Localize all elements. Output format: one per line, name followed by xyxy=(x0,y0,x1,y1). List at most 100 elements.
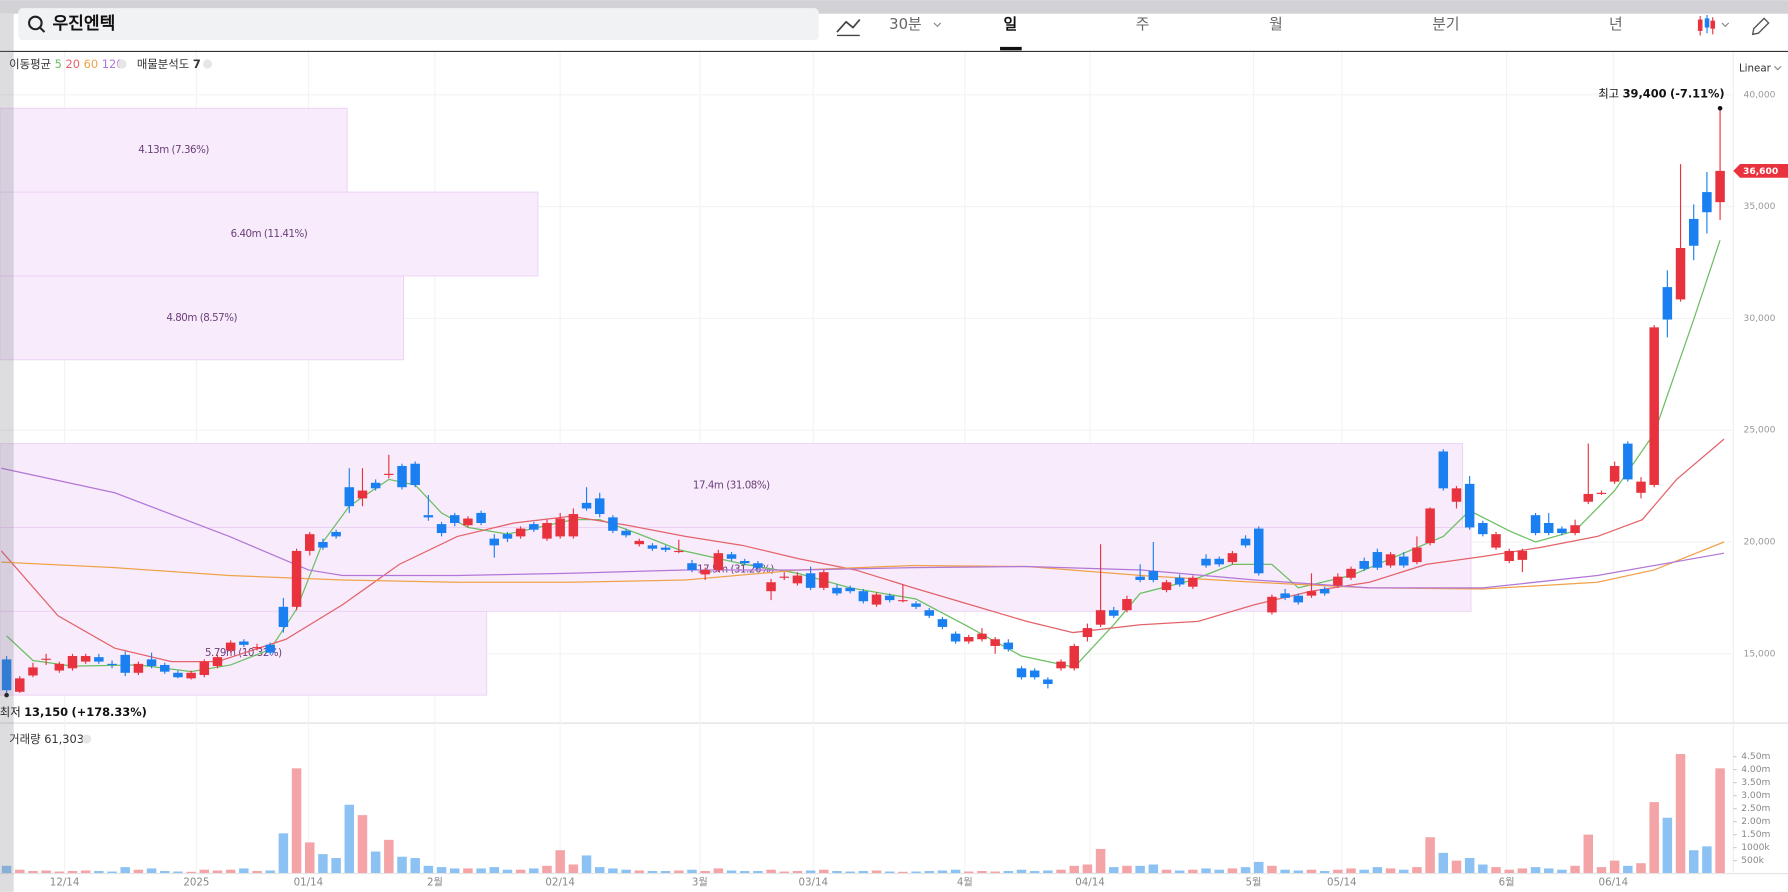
extreme-dot xyxy=(4,692,9,698)
volume-bar xyxy=(1188,869,1198,874)
candle-body xyxy=(1385,554,1396,566)
tab[interactable]: 분기 xyxy=(1432,16,1459,33)
tab-active[interactable]: 일 xyxy=(1003,16,1017,33)
candle-body xyxy=(28,667,38,676)
ma-legend-item: 20 xyxy=(66,56,81,70)
candle-body xyxy=(924,610,934,616)
candle-body xyxy=(1161,582,1172,591)
volume-bar xyxy=(1609,860,1620,874)
candle-body xyxy=(1636,481,1646,493)
volume-bar xyxy=(80,870,91,874)
candle-body xyxy=(1675,247,1686,300)
candle-body xyxy=(15,678,25,692)
candle-body xyxy=(1122,599,1132,611)
tab[interactable]: 주 xyxy=(1136,16,1150,33)
candle-body xyxy=(674,550,684,553)
candle-body xyxy=(1688,218,1699,246)
volume-legend-title: 거래량 xyxy=(9,732,41,746)
candle-body xyxy=(278,606,289,627)
candle-body xyxy=(291,550,302,607)
candle-body xyxy=(1082,628,1093,638)
candle-body xyxy=(805,573,816,588)
candle-body xyxy=(1412,547,1422,563)
ma-legend-title: 이동평균 xyxy=(9,56,51,70)
moving-average-line xyxy=(0,438,1725,663)
extreme-dot xyxy=(1717,105,1723,111)
candle-body xyxy=(700,569,710,575)
chart-type-icon[interactable] xyxy=(1697,14,1730,36)
tab[interactable]: 년 xyxy=(1609,16,1623,33)
extreme-label: 최저13,150 (+178.33%) xyxy=(0,705,147,719)
candle-body xyxy=(568,514,579,537)
candle-body xyxy=(212,657,223,667)
legend-close[interactable] xyxy=(82,734,92,744)
volume-tick-label: 4.00m xyxy=(1741,765,1770,775)
volume-bar xyxy=(1135,865,1145,874)
candle-body xyxy=(1372,552,1383,568)
extreme-label-label: 13,150 xyxy=(24,705,68,719)
volume-bar xyxy=(1491,867,1501,874)
volume-profile-bar xyxy=(0,107,348,193)
candle-body xyxy=(753,563,763,568)
volume-bar xyxy=(1227,868,1238,874)
volume-tick-label: 1000k xyxy=(1741,843,1770,853)
candle-body xyxy=(884,595,895,601)
profile-legend: 매물분석도 7 xyxy=(137,56,201,70)
candle-body xyxy=(858,591,869,602)
volume-tick-label: 2.00m xyxy=(1741,817,1770,827)
candle-body xyxy=(173,672,183,678)
y-tick-label: 35,000 xyxy=(1744,202,1776,212)
candle-body xyxy=(871,594,882,605)
tab[interactable]: 30분 xyxy=(889,16,921,33)
volume-bar xyxy=(634,870,645,874)
candle-body xyxy=(845,587,855,592)
candle-body xyxy=(937,619,948,627)
x-tick-label: 06/14 xyxy=(1599,877,1629,889)
volume-bar xyxy=(1306,869,1317,874)
volume-bar xyxy=(937,870,948,874)
volume-bar xyxy=(884,871,895,874)
volume-legend: 거래량 61,303 xyxy=(9,732,84,746)
search-box[interactable] xyxy=(18,8,819,41)
indicator-icon[interactable] xyxy=(836,18,861,33)
volume-tick-label: 2.50m xyxy=(1741,804,1770,814)
volume-profile-bar xyxy=(0,527,1472,612)
ma-legend-item: 120 xyxy=(102,56,124,70)
ma-legend-item: 60 xyxy=(84,56,99,70)
candle-body xyxy=(1254,528,1264,574)
draw-icon[interactable] xyxy=(1751,17,1770,36)
volume-bar xyxy=(1702,846,1712,874)
candle-body xyxy=(410,463,420,485)
volume-profile-label: 17.4m (31.08%) xyxy=(693,480,770,492)
x-tick-label: 04/14 xyxy=(1075,877,1105,889)
volume-bar xyxy=(753,871,763,874)
scale-toggle[interactable]: Linear xyxy=(1739,63,1772,75)
candle-body xyxy=(357,490,368,499)
volume-bar xyxy=(1596,867,1607,874)
ma-legend: 이동평균 5 20 60 120 xyxy=(9,56,123,70)
candle-body xyxy=(146,659,157,667)
volume-bar xyxy=(726,870,737,874)
candle-body xyxy=(819,572,829,588)
legend-close[interactable] xyxy=(117,59,127,69)
candle-body xyxy=(687,563,697,570)
tab[interactable]: 월 xyxy=(1269,16,1283,33)
volume-bar xyxy=(1346,868,1356,874)
volume-bar xyxy=(423,865,434,874)
volume-bar xyxy=(871,870,882,874)
candle-body xyxy=(647,545,658,549)
extreme-label-change: (-7.11%) xyxy=(1670,86,1725,100)
candle-body xyxy=(1280,593,1290,598)
volume-profile-bar xyxy=(0,443,1464,528)
volume-bar xyxy=(1543,868,1554,874)
moving-average-line xyxy=(1,467,1725,589)
volume-profile-label: 4.80m (8.57%) xyxy=(166,312,237,324)
volume-bar xyxy=(1056,869,1066,874)
legend-close[interactable] xyxy=(202,59,213,69)
candle-body xyxy=(1662,287,1673,320)
volume-bar xyxy=(1478,864,1488,874)
search-query[interactable]: 우진엔텍 xyxy=(52,14,115,34)
candle-body xyxy=(1715,170,1725,203)
volume-bar xyxy=(1359,869,1369,874)
